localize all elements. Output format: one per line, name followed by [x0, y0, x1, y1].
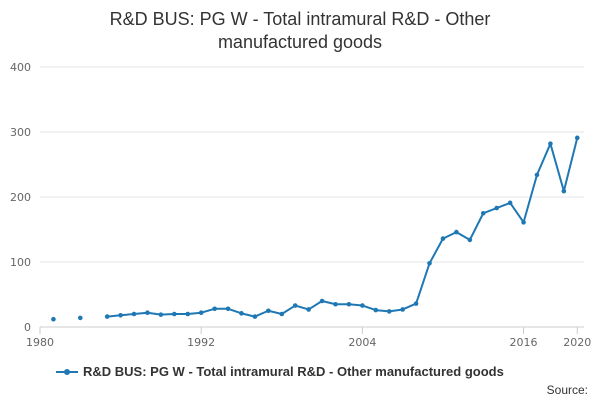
- data-point-2006: [386, 309, 392, 314]
- data-point-2004: [360, 303, 365, 308]
- data-point-2016: [521, 220, 526, 225]
- data-point-2011: [454, 229, 459, 235]
- data-point-2005: [373, 307, 379, 313]
- data-point-2014: [494, 205, 499, 211]
- data-point-1981: [51, 316, 56, 322]
- data-point-1993: [212, 306, 217, 312]
- legend[interactable]: R&D BUS: PG W - Total intramural R&D - O…: [56, 364, 504, 379]
- data-point-1986: [118, 313, 123, 318]
- data-point-2012: [467, 237, 473, 243]
- data-point-1990: [172, 311, 177, 317]
- y-axis-labels: 0 100 200 300 400: [10, 61, 31, 334]
- data-point-2013: [480, 210, 486, 216]
- data-point-2008: [413, 301, 419, 306]
- y-tick-label-300: 300: [10, 126, 31, 139]
- data-point-2000: [306, 307, 311, 312]
- data-point-1997: [266, 308, 271, 314]
- data-point-2003: [346, 301, 352, 307]
- data-point-2010: [440, 236, 446, 241]
- y-tick-label-400: 400: [10, 61, 31, 74]
- data-point-2007: [400, 307, 405, 312]
- y-tick-label-0: 0: [24, 321, 31, 334]
- data-point-1992: [198, 310, 204, 316]
- data-point-2002: [333, 301, 338, 307]
- data-point-2009: [427, 261, 432, 266]
- series-line-segment-2: [107, 137, 579, 318]
- data-point-2019: [561, 188, 567, 194]
- data-point-2001: [319, 298, 325, 304]
- x-tick-label-1992: 1992: [187, 336, 215, 349]
- x-tick-label-2020: 2020: [563, 336, 591, 349]
- data-point-1998: [279, 311, 285, 317]
- x-tick-label-1980: 1980: [26, 336, 54, 349]
- data-point-2015: [507, 200, 513, 206]
- chart-title: R&D BUS: PG W - Total intramural R&D - O…: [0, 8, 600, 54]
- data-point-1999: [292, 303, 298, 308]
- data-point-1989: [158, 312, 164, 317]
- data-point-1995: [239, 311, 244, 316]
- data-point-1983: [77, 315, 83, 321]
- data-point-1994: [225, 306, 231, 312]
- y-tick-label-100: 100: [10, 256, 31, 269]
- data-point-2020: [574, 135, 580, 141]
- source-link[interactable]: Source:: [546, 383, 588, 397]
- legend-series-marker: [56, 366, 78, 378]
- x-tick-label-2004: 2004: [348, 336, 376, 349]
- x-axis: 1980 1992 2004 2016 2020: [26, 326, 591, 349]
- data-point-2018: [548, 141, 553, 146]
- legend-series-label: R&D BUS: PG W - Total intramural R&D - O…: [83, 364, 504, 379]
- data-point-1996: [252, 314, 258, 319]
- data-point-1988: [145, 310, 150, 316]
- data-point-1985: [104, 314, 110, 319]
- data-point-1987: [131, 311, 137, 317]
- grid-lines: [40, 66, 584, 328]
- x-tick-label-2016: 2016: [510, 336, 538, 349]
- y-tick-label-200: 200: [10, 191, 31, 204]
- data-point-2017: [534, 172, 540, 178]
- chart-title-line-1: R&D BUS: PG W - Total intramural R&D - O…: [109, 9, 491, 29]
- series-group: [51, 135, 580, 322]
- chart-title-line-2: manufactured goods: [217, 32, 383, 52]
- data-point-1991: [185, 311, 191, 317]
